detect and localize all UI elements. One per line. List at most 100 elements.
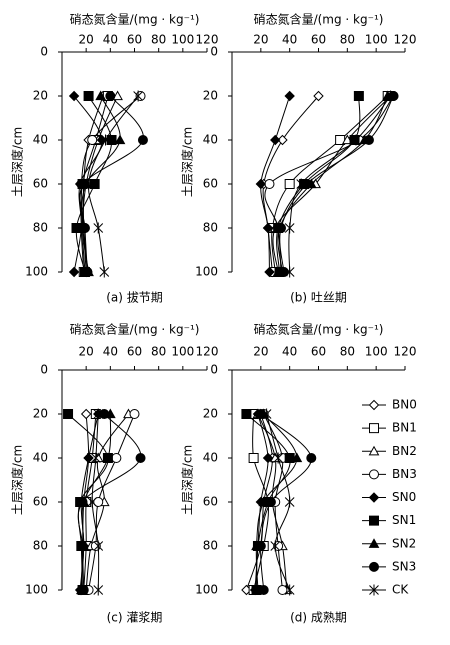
marker [255,178,267,190]
marker [129,409,140,419]
marker [349,135,360,145]
y-tick-label: 80 [203,539,218,553]
marker [90,452,101,464]
y-tick-label: 40 [203,133,218,147]
marker [270,134,281,146]
x-tick-label: 120 [196,33,219,47]
marker [278,267,289,277]
marker [296,178,307,190]
x-tick-label: 40 [103,33,118,47]
marker [112,90,123,101]
marker [351,134,361,146]
x-tick-label: 80 [340,345,355,359]
marker [90,541,101,551]
marker [77,497,88,507]
y-axis-title: 土层深度/cm [10,445,25,515]
y-axis-title: 土层深度/cm [180,445,195,515]
marker [284,453,295,463]
x-tick-label: 40 [282,345,297,359]
marker [93,584,104,596]
marker [87,135,98,145]
y-tick-label: 80 [203,221,218,235]
y-tick-label: 100 [25,265,48,279]
marker [261,408,272,420]
x-tick-label: 20 [79,33,94,47]
marker [105,91,116,101]
marker [93,540,104,552]
marker [270,540,281,552]
marker [241,409,252,419]
marker [63,409,74,419]
marker [273,452,283,464]
marker [277,134,288,146]
marker [114,134,126,145]
marker [133,90,143,102]
legend-marker [369,423,379,434]
y-tick-label: 20 [203,407,218,421]
marker [335,135,346,145]
marker [265,497,276,507]
y-tick-label: 100 [195,265,218,279]
marker [83,178,94,190]
x-tick-label: 60 [311,345,326,359]
x-axis-title: 硝态氮含量/(mg · kg⁻¹) [254,322,384,337]
y-tick-label: 100 [195,583,218,597]
marker [93,408,104,420]
legend-label: BN0 [392,398,417,412]
marker [363,135,374,145]
x-tick-label: 120 [196,345,219,359]
y-tick-label: 0 [210,363,218,377]
marker [264,266,275,278]
marker [291,452,303,463]
caption: (a) 拔节期 [106,290,163,305]
marker [284,266,295,278]
legend-marker [368,538,380,548]
caption: (b) 吐丝期 [290,291,347,305]
series-line [264,95,394,273]
caption: (d) 成熟期 [290,610,347,625]
marker [95,90,107,101]
marker [248,453,259,463]
marker [100,134,111,146]
marker [284,222,295,234]
marker [68,266,80,278]
marker [255,541,266,551]
y-tick-label: 0 [210,45,218,59]
y-tick-label: 20 [33,89,48,103]
x-tick-label: 20 [253,345,268,359]
legend-marker [369,561,380,572]
y-tick-label: 60 [33,177,48,191]
legend-label: SN1 [392,513,416,527]
y-tick-label: 40 [203,451,218,465]
marker [93,222,104,234]
x-tick-label: 60 [311,33,326,47]
marker [264,179,275,189]
marker [99,266,110,278]
marker [262,222,274,234]
x-tick-label: 100 [365,345,388,359]
y-axis-title: 土层深度/cm [180,127,195,197]
legend-label: SN0 [392,490,416,504]
legend-marker [368,492,380,503]
y-axis-title: 土层深度/cm [10,127,25,197]
y-tick-label: 100 [25,583,48,597]
x-tick-label: 20 [253,33,268,47]
legend-label: CK [392,583,409,597]
legend-marker [369,469,380,480]
marker [82,267,93,277]
x-tick-label: 60 [127,33,142,47]
x-tick-label: 120 [394,33,417,47]
marker [284,90,295,102]
legend-label: BN1 [392,421,417,435]
y-tick-label: 20 [33,407,48,421]
marker [137,135,148,145]
x-tick-label: 100 [171,345,194,359]
x-tick-label: 100 [365,33,388,47]
marker [353,91,364,101]
marker [255,409,266,419]
y-tick-label: 80 [33,539,48,553]
x-tick-label: 80 [340,33,355,47]
x-axis-title: 硝态氮含量/(mg · kg⁻¹) [70,12,200,27]
marker [284,584,295,596]
